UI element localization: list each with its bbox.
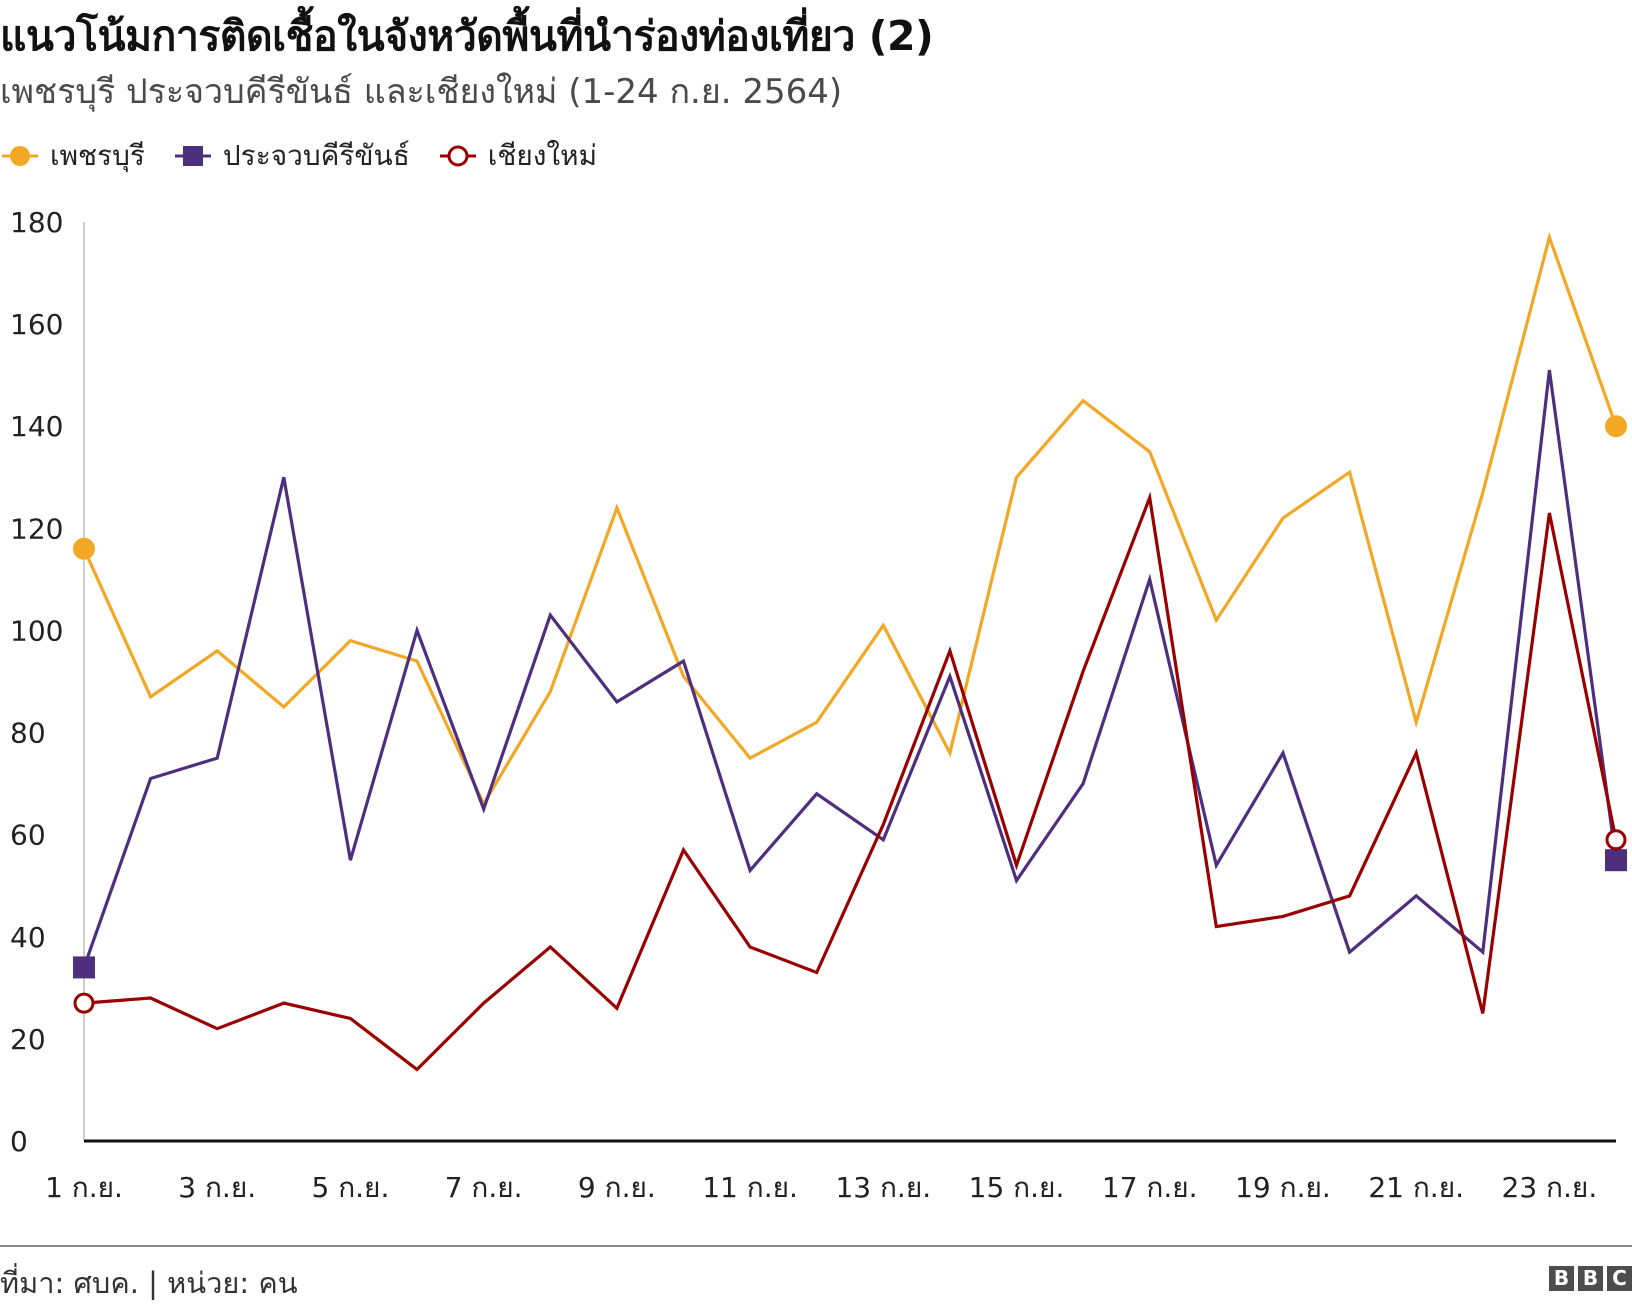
y-tick-label: 20 [10, 1023, 46, 1056]
y-tick-label: 40 [10, 921, 46, 954]
bbc-logo-block-1: B [1549, 1266, 1574, 1291]
series-line-1 [82, 369, 1618, 968]
series-2-start-point [73, 992, 95, 1014]
series-2-end-point [1605, 829, 1627, 851]
chart-subtitle: เพชรบุรี ประจวบคีรีขันธ์ และเชียงใหม่ (1… [0, 72, 843, 112]
series-0-start-point [73, 537, 95, 560]
x-tick-label: 9 ก.ย. [578, 1171, 656, 1204]
footer-divider [0, 1245, 1632, 1247]
legend-label-phetchaburi: เพชรบุรี [50, 139, 145, 172]
x-tick-label: 23 ก.ย. [1502, 1171, 1598, 1204]
x-tick-label: 15 ก.ย. [969, 1171, 1065, 1204]
chart-legend: เพชรบุรี ประจวบคีรีขันธ์ เชียงใหม่ [0, 136, 625, 176]
series-1-start-point [73, 956, 95, 979]
x-tick-label: 19 ก.ย. [1235, 1171, 1331, 1204]
legend-label-chiangmai: เชียงใหม่ [487, 139, 598, 172]
y-tick-label: 160 [10, 308, 63, 341]
line-chart: 0 20 40 60 80 100 120 140 160 180 1 ก.ย. 3 ก.ย. 5 ก.… [10, 206, 1627, 1204]
x-tick-label: 21 ก.ย. [1368, 1171, 1464, 1204]
series-line-0 [82, 231, 1618, 808]
x-tick-label: 3 ก.ย. [178, 1171, 256, 1204]
x-tick-label: 17 ก.ย. [1102, 1171, 1198, 1204]
legend-marker-hollow-circle-icon [439, 145, 476, 167]
series-1-end-point [1605, 849, 1627, 872]
x-tick-label: 11 ก.ย. [702, 1171, 798, 1204]
y-tick-label: 0 [10, 1125, 28, 1158]
series-line-2 [83, 491, 1618, 1072]
series-0-end-point [1605, 415, 1627, 438]
legend-marker-square-icon [174, 146, 211, 166]
x-tick-label: 1 ก.ย. [45, 1171, 123, 1204]
y-tick-label: 100 [10, 614, 63, 647]
x-tick-label: 5 ก.ย. [311, 1171, 389, 1204]
bbc-logo-block-2: B [1578, 1266, 1603, 1291]
legend-item-prachuap: ประจวบคีรีขันธ์ [173, 134, 410, 178]
x-tick-label: 7 ก.ย. [445, 1171, 523, 1204]
legend-item-chiangmai: เชียงใหม่ [438, 134, 597, 178]
x-tick-label: 13 ก.ย. [835, 1171, 931, 1204]
legend-item-phetchaburi: เพชรบุรี [0, 134, 145, 178]
y-tick-label: 60 [10, 819, 46, 852]
source-note: ที่มา: ศบค. | หน่วย: คน [0, 1266, 298, 1300]
legend-label-prachuap: ประจวบคีรีขันธ์ [222, 139, 410, 172]
y-tick-label: 140 [10, 410, 63, 443]
legend-marker-circle-icon [2, 146, 38, 166]
bbc-logo: B B C [1545, 1266, 1632, 1291]
y-tick-label: 80 [10, 717, 46, 750]
y-tick-label: 120 [10, 512, 63, 545]
y-tick-label: 180 [10, 206, 63, 239]
bbc-logo-block-3: C [1607, 1266, 1632, 1291]
chart-title: แนวโน้มการติดเชื้อในจังหวัดพื้นที่นำร่อง… [0, 12, 934, 60]
